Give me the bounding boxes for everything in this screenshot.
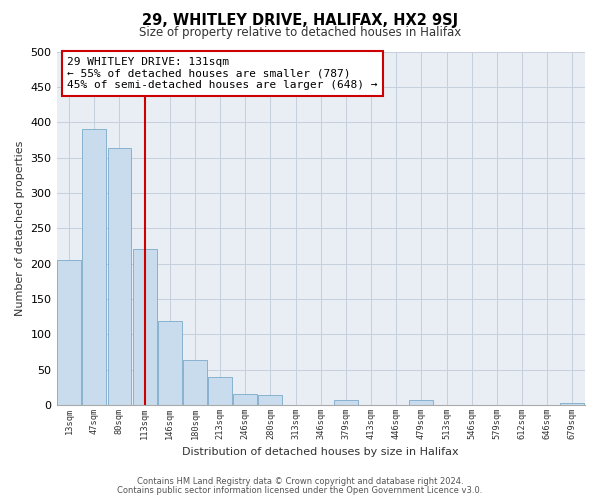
X-axis label: Distribution of detached houses by size in Halifax: Distribution of detached houses by size … — [182, 448, 459, 458]
Bar — [82, 129, 106, 405]
Bar — [334, 400, 358, 405]
Bar — [560, 404, 584, 405]
Bar — [57, 260, 81, 405]
Bar — [107, 148, 131, 405]
Text: 29 WHITLEY DRIVE: 131sqm
← 55% of detached houses are smaller (787)
45% of semi-: 29 WHITLEY DRIVE: 131sqm ← 55% of detach… — [67, 57, 377, 90]
Y-axis label: Number of detached properties: Number of detached properties — [15, 140, 25, 316]
Bar — [409, 400, 433, 405]
Bar — [208, 376, 232, 405]
Text: 29, WHITLEY DRIVE, HALIFAX, HX2 9SJ: 29, WHITLEY DRIVE, HALIFAX, HX2 9SJ — [142, 12, 458, 28]
Text: Contains HM Land Registry data © Crown copyright and database right 2024.: Contains HM Land Registry data © Crown c… — [137, 477, 463, 486]
Bar — [259, 395, 283, 405]
Bar — [133, 250, 157, 405]
Text: Contains public sector information licensed under the Open Government Licence v3: Contains public sector information licen… — [118, 486, 482, 495]
Bar — [158, 322, 182, 405]
Bar — [183, 360, 207, 405]
Text: Size of property relative to detached houses in Halifax: Size of property relative to detached ho… — [139, 26, 461, 39]
Bar — [233, 394, 257, 405]
